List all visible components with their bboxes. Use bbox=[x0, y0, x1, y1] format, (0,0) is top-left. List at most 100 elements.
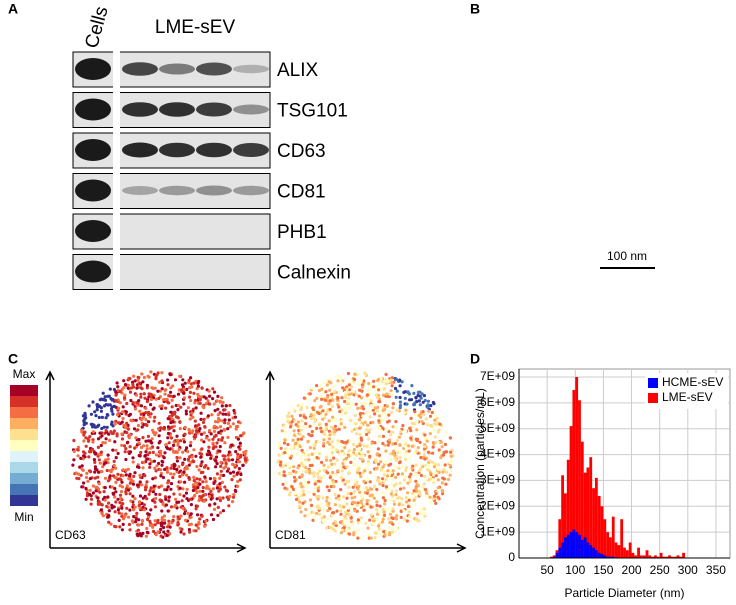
tsne-point bbox=[345, 480, 349, 484]
tsne-point bbox=[358, 388, 362, 392]
tsne-point bbox=[436, 430, 440, 434]
tsne-point bbox=[174, 403, 178, 408]
tsne-point bbox=[367, 387, 371, 392]
tsne-point bbox=[410, 491, 415, 495]
hist-bar bbox=[600, 554, 604, 558]
tsne-point bbox=[308, 463, 312, 468]
tsne-point bbox=[405, 500, 409, 504]
tsne-point bbox=[336, 441, 340, 445]
tsne-point bbox=[357, 418, 361, 422]
tsne-point bbox=[168, 532, 172, 536]
tsne-point bbox=[97, 500, 101, 504]
tsne-point bbox=[74, 471, 78, 475]
tsne-point bbox=[358, 442, 362, 446]
tsne-point bbox=[393, 386, 398, 391]
tsne-point bbox=[359, 401, 363, 405]
hist-bar bbox=[659, 552, 663, 558]
hist-bar bbox=[592, 547, 595, 558]
tsne-point bbox=[304, 507, 308, 512]
y-tick-label: 2E+09 bbox=[480, 498, 515, 512]
axis-arrow bbox=[45, 370, 247, 553]
tsne-point bbox=[413, 401, 417, 405]
tsne-point bbox=[301, 453, 305, 457]
tsne-point bbox=[149, 508, 153, 512]
tsne-point bbox=[113, 486, 117, 491]
tsne-point bbox=[328, 399, 332, 403]
tsne-point bbox=[216, 417, 221, 421]
band bbox=[159, 102, 195, 117]
hist-bar bbox=[580, 539, 584, 558]
tsne-point bbox=[112, 463, 116, 468]
tsne-point bbox=[295, 444, 299, 448]
tsne-point bbox=[353, 479, 357, 483]
tsne-point bbox=[179, 388, 184, 392]
tsne-point bbox=[176, 392, 181, 396]
tsne-point bbox=[202, 499, 206, 503]
tsne-point bbox=[226, 427, 230, 431]
tsne-point bbox=[336, 469, 340, 473]
tsne-point bbox=[201, 470, 205, 474]
tsne-point bbox=[177, 447, 181, 451]
tsne-point bbox=[449, 468, 453, 472]
tsne-point bbox=[108, 403, 112, 407]
tsne-point bbox=[120, 512, 124, 516]
tsne-point bbox=[390, 527, 394, 531]
tsne-point bbox=[195, 464, 199, 469]
tsne-point bbox=[387, 517, 391, 521]
tsne-point bbox=[399, 509, 403, 513]
tsne-point bbox=[153, 476, 157, 480]
tsne-point bbox=[315, 426, 319, 430]
tsne-point bbox=[354, 402, 358, 406]
tsne-point bbox=[343, 446, 347, 450]
tsne-point bbox=[345, 465, 349, 469]
tsne-point bbox=[298, 413, 302, 418]
tsne-point bbox=[432, 494, 436, 498]
tsne-point bbox=[337, 427, 341, 431]
tsne-point bbox=[137, 523, 141, 527]
tsne-point bbox=[107, 520, 111, 524]
tsne-point bbox=[418, 490, 422, 494]
tsne-point bbox=[188, 455, 192, 459]
tsne-point bbox=[353, 509, 357, 513]
band bbox=[75, 260, 111, 283]
tsne-point bbox=[349, 492, 353, 496]
tsne-point bbox=[160, 509, 164, 513]
tsne-point bbox=[133, 505, 137, 509]
label-bg bbox=[53, 526, 95, 544]
tsne-point bbox=[343, 510, 347, 514]
tsne-point bbox=[334, 479, 338, 484]
lane-gap bbox=[113, 51, 120, 88]
hist-bar bbox=[558, 519, 562, 558]
tsne-point bbox=[404, 429, 408, 433]
tsne-point bbox=[84, 444, 88, 448]
tsne-point bbox=[137, 376, 141, 380]
tsne-point bbox=[154, 496, 158, 501]
tsne-point bbox=[137, 504, 141, 508]
tsne-point bbox=[436, 486, 440, 490]
tsne-point bbox=[139, 450, 143, 455]
tsne-point bbox=[302, 493, 306, 497]
tsne-point bbox=[358, 536, 362, 540]
tsne-point bbox=[300, 402, 304, 407]
tsne-point bbox=[139, 404, 144, 408]
tsne-point bbox=[224, 412, 228, 416]
tsne-point bbox=[326, 409, 330, 413]
tsne-point bbox=[364, 486, 368, 490]
tsne-point bbox=[342, 505, 346, 509]
tsne-point bbox=[333, 418, 338, 422]
tsne-point bbox=[376, 447, 380, 451]
tsne-point bbox=[349, 516, 353, 520]
tsne-point bbox=[217, 431, 221, 435]
tsne-point bbox=[333, 492, 337, 497]
tsne-point bbox=[305, 425, 309, 429]
tsne-point bbox=[369, 505, 373, 509]
tsne-point bbox=[308, 471, 312, 475]
tsne-point bbox=[216, 407, 220, 411]
tsne-point bbox=[420, 484, 424, 488]
tsne-point bbox=[299, 510, 303, 514]
tsne-point bbox=[395, 439, 399, 443]
tsne-point bbox=[139, 412, 143, 416]
tsne-point bbox=[211, 517, 216, 522]
tsne-point bbox=[211, 387, 215, 391]
tsne-point bbox=[390, 381, 394, 385]
